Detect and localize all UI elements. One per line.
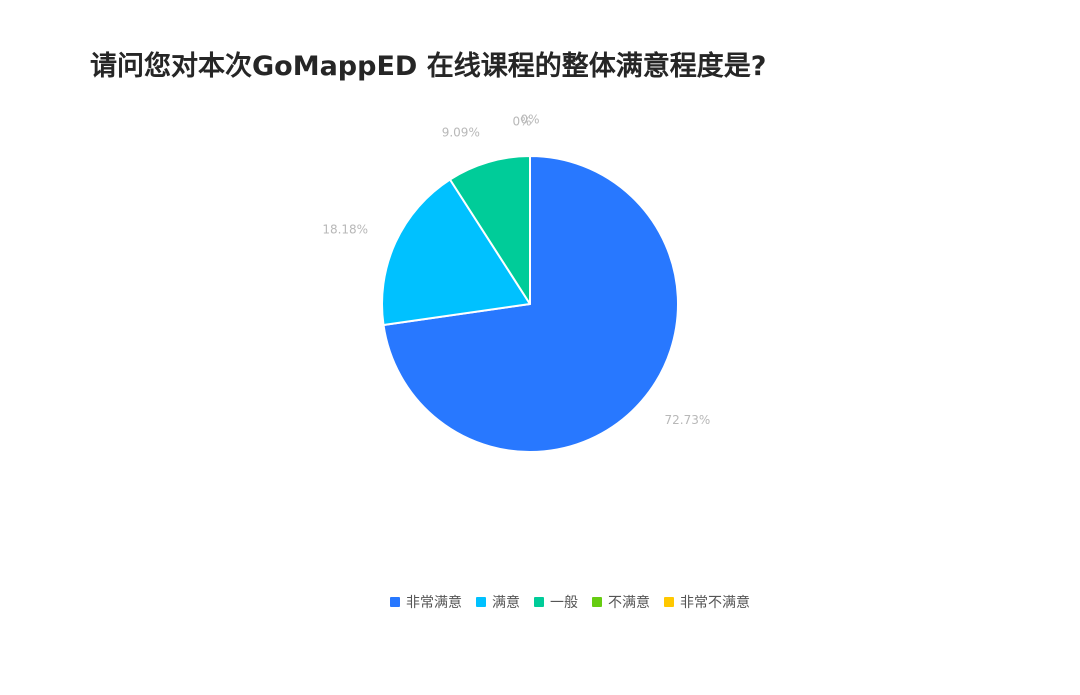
legend-label-3: 一般 [550,595,578,611]
legend-label-4: 不满意 [608,595,650,611]
legend-label-1: 非常满意 [406,595,462,611]
legend-item-5[interactable]: 非常不满意 [664,592,750,612]
legend-swatch-4 [592,597,602,607]
legend-swatch-1 [390,597,400,607]
legend-item-1[interactable]: 非常满意 [390,592,462,612]
pie-slice-2[interactable] [381,178,531,327]
pie-label-1: 72.73% [665,413,711,427]
legend-swatch-5 [664,597,674,607]
legend-label-5: 非常不满意 [680,595,750,611]
pie-label-3: 9.09% [442,126,480,140]
pie-label-4: 0% [512,115,531,129]
pie-slice-3[interactable] [448,155,531,305]
legend-item-2[interactable]: 满意 [476,592,520,612]
legend-swatch-3 [534,597,544,607]
legend-item-3[interactable]: 一般 [534,592,578,612]
pie-label-5: 0% [520,113,539,127]
chart-legend: 非常满意 满意 一般 不满意 非常不满意 [0,592,1080,612]
legend-swatch-2 [476,597,486,607]
legend-item-4[interactable]: 不满意 [592,592,650,612]
pie-label-2: 18.18% [322,223,368,237]
legend-label-2: 满意 [492,595,520,611]
chart-title: 请问您对本次GoMappED 在线课程的整体满意程度是? [90,51,767,82]
